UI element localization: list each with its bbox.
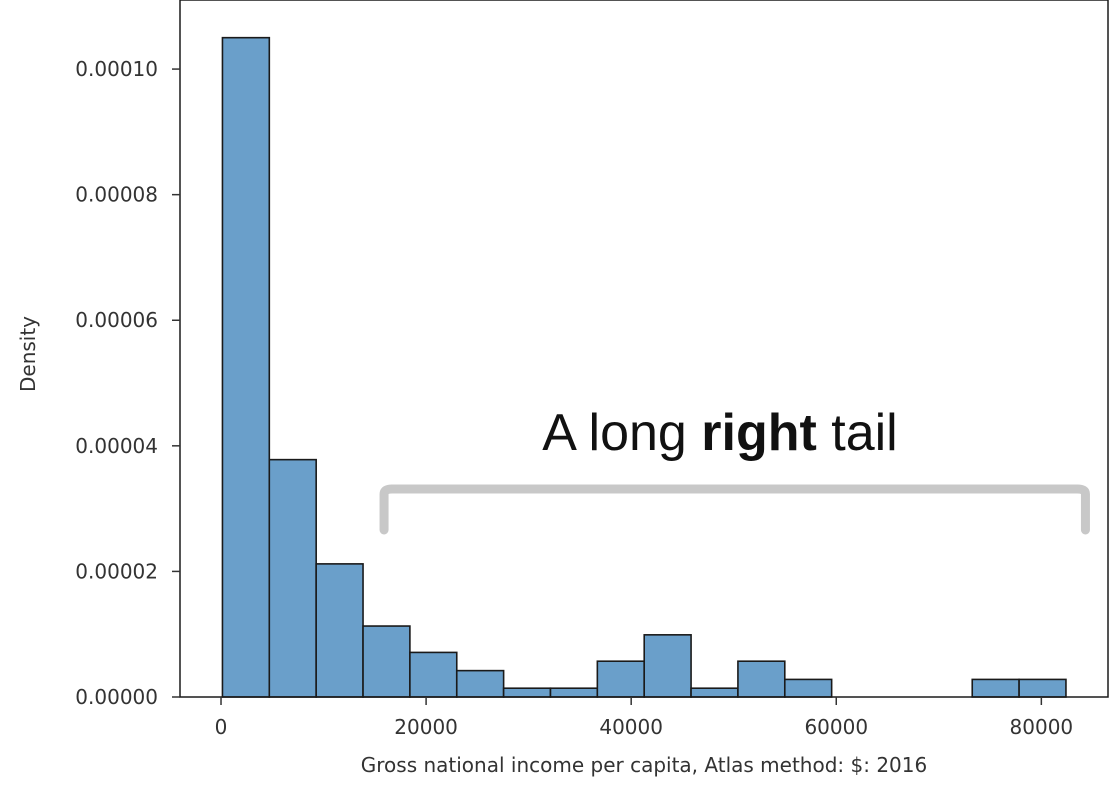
histogram-bar xyxy=(737,660,786,698)
histogram-bar xyxy=(221,36,271,698)
y-tick-label: 0.00010 xyxy=(75,57,158,81)
y-tick-label: 0.00002 xyxy=(75,559,158,583)
y-axis-label: Density xyxy=(16,316,40,392)
histogram-bar xyxy=(596,660,646,698)
histogram-bar xyxy=(268,458,317,698)
histogram-bar xyxy=(971,678,1020,698)
annotation-bold: right xyxy=(701,404,817,462)
histogram-bar xyxy=(1018,678,1067,698)
tail-bracket xyxy=(379,484,1090,535)
x-tick-label: 0 xyxy=(215,715,228,739)
plot-frame xyxy=(179,0,1109,698)
histogram-bar xyxy=(643,634,692,698)
histogram-bar xyxy=(783,678,833,698)
x-axis-ticks: 0 20000 40000 60000 80000 xyxy=(215,697,1074,739)
annotation-suffix: tail xyxy=(817,404,898,462)
histogram-bar xyxy=(502,687,552,698)
histogram-bar xyxy=(690,687,739,698)
histogram-bar xyxy=(362,625,411,698)
y-tick-label: 0.00006 xyxy=(75,308,158,332)
y-tick-label: 0.00000 xyxy=(75,685,158,709)
histogram-bar xyxy=(455,669,505,698)
x-tick-label: 80000 xyxy=(1010,715,1074,739)
x-axis-label: Gross national income per capita, Atlas … xyxy=(361,753,927,777)
y-tick-label: 0.00004 xyxy=(75,434,158,458)
y-axis-ticks: 0.00000 0.00002 0.00004 0.00006 0.00008 0.000… xyxy=(75,57,180,709)
annotation-text: A long right tail xyxy=(542,404,897,462)
x-tick-label: 20000 xyxy=(394,715,458,739)
histogram-bar xyxy=(315,563,364,698)
annotation: A long right tail xyxy=(379,404,1090,535)
annotation-prefix: A long xyxy=(542,404,701,462)
x-tick-label: 60000 xyxy=(804,715,868,739)
histogram-bar xyxy=(409,651,458,698)
y-tick-label: 0.00008 xyxy=(75,183,158,207)
x-tick-label: 40000 xyxy=(599,715,663,739)
histogram-bars xyxy=(221,36,1067,698)
histogram-bar xyxy=(549,687,599,698)
